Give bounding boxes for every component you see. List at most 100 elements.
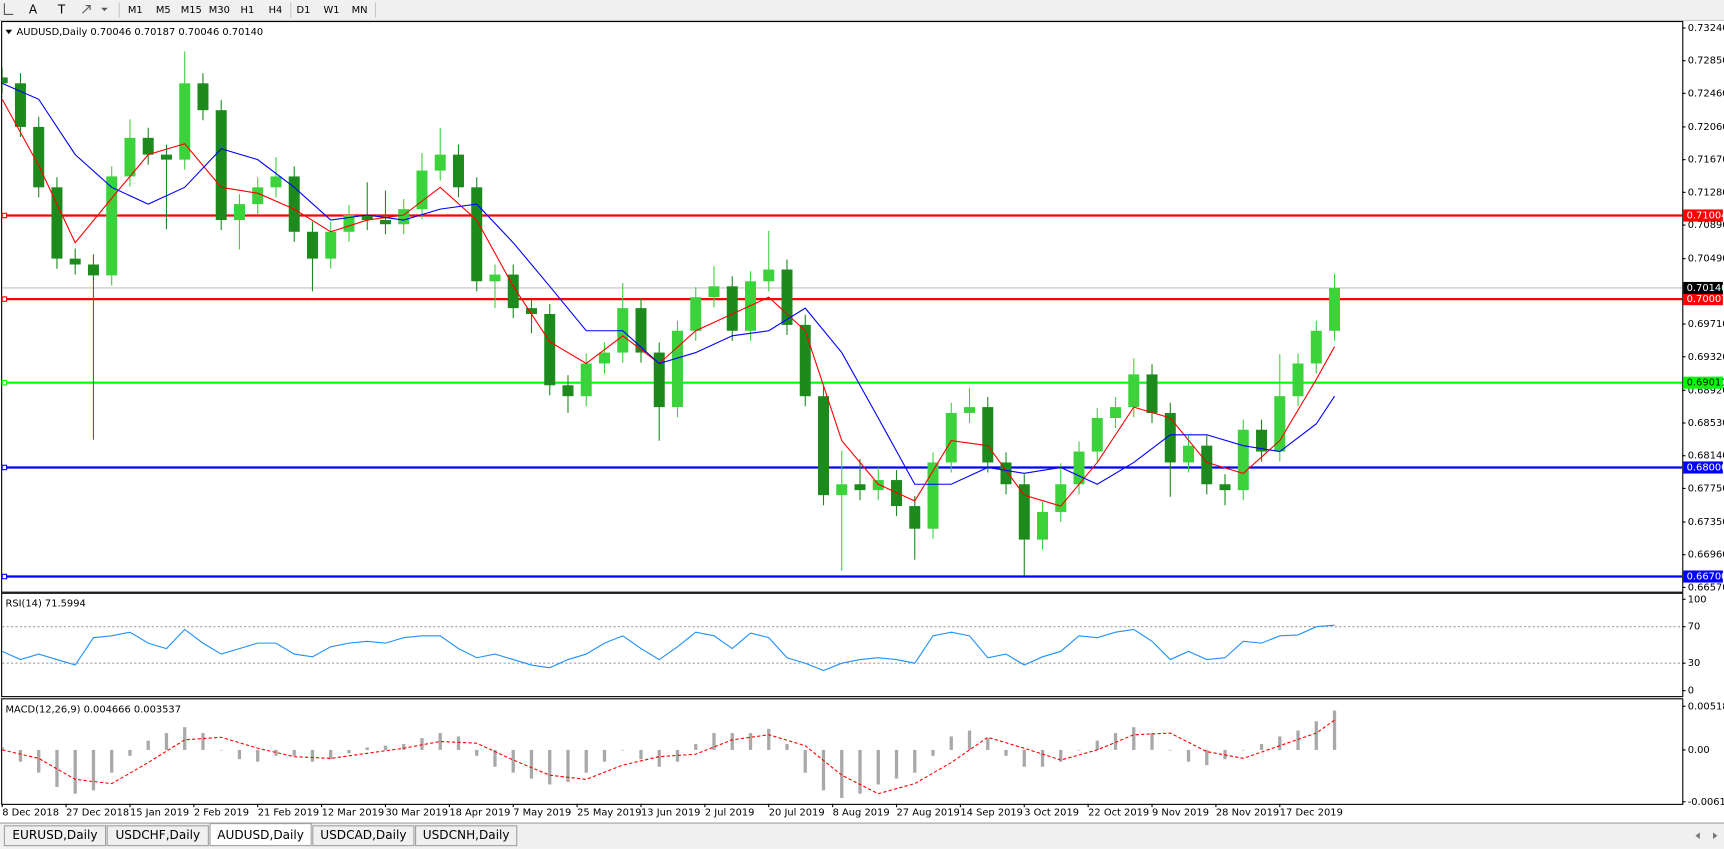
macd-bar <box>584 749 588 773</box>
timeframe-button[interactable]: W1 <box>323 5 339 16</box>
timeframe-button[interactable]: M1 <box>128 5 143 16</box>
tab-label[interactable]: EURUSD,Daily <box>12 828 97 842</box>
tab[interactable] <box>209 823 312 847</box>
candle-body <box>598 352 610 364</box>
x-tick-label: 8 Dec 2018 <box>2 808 59 819</box>
tool-button[interactable]: A <box>29 2 38 16</box>
x-tick-label: 21 Feb 2019 <box>258 808 319 819</box>
level-handle[interactable] <box>1 296 8 302</box>
candle-body <box>325 231 337 259</box>
candle-body <box>872 480 884 491</box>
candle-body <box>361 215 373 221</box>
candle-body <box>1000 462 1012 485</box>
timeframe-button[interactable]: D1 <box>297 5 311 16</box>
macd-bar <box>986 738 990 750</box>
candle-body <box>507 274 519 309</box>
macd-bar <box>602 749 607 762</box>
panel-title: AUDUSD,Daily 0.70046 0.70187 0.70046 0.7… <box>16 27 263 38</box>
macd-bar <box>128 749 132 756</box>
price-label: 0.69011 <box>1687 378 1724 389</box>
macd-bar <box>1278 736 1282 750</box>
candle-body <box>1128 374 1140 408</box>
timeframe-button[interactable]: H1 <box>241 5 255 16</box>
macd-bar <box>712 733 716 750</box>
candle-body <box>434 154 446 171</box>
candle-body <box>818 396 829 496</box>
macd-bar <box>1077 749 1081 751</box>
tab-label[interactable]: USDCAD,Daily <box>320 828 406 842</box>
macd-bar <box>1095 740 1099 750</box>
macd-bar <box>1296 730 1300 750</box>
candle-body <box>233 204 245 221</box>
macd-bar <box>201 733 205 750</box>
macd-bar <box>949 736 953 750</box>
x-tick-label: 27 Dec 2018 <box>66 808 129 819</box>
macd-bar <box>2 747 4 750</box>
level-handle[interactable] <box>1 212 8 219</box>
macd-bar <box>183 727 187 750</box>
x-tick-label: 30 Mar 2019 <box>385 808 448 819</box>
macd-bar <box>967 730 972 750</box>
timeframe-button[interactable]: M5 <box>156 5 171 16</box>
macd-bar <box>475 749 479 756</box>
price-label: 0.66700 <box>1687 572 1724 583</box>
price-label-box <box>1683 376 1723 389</box>
panel-title: MACD(12,26,9) 0.004666 0.003537 <box>5 704 181 715</box>
macd-bar <box>931 749 935 756</box>
crosshair-icon[interactable] <box>3 3 14 15</box>
timeframe-button[interactable]: M15 <box>181 5 202 16</box>
candle-body <box>69 258 81 265</box>
x-tick-label: 9 Nov 2019 <box>1152 808 1209 819</box>
level-handle[interactable] <box>1 573 8 580</box>
macd-bar <box>219 749 223 751</box>
candle-body <box>343 215 355 232</box>
price-label: 0.70140 <box>1687 283 1724 294</box>
dropdown-icon[interactable] <box>101 7 108 12</box>
macd-bar <box>730 733 734 750</box>
macd-bar <box>1132 727 1136 750</box>
tab-label[interactable]: AUDUSD,Daily <box>217 828 304 842</box>
tab-label[interactable]: USDCHF,Daily <box>115 828 200 842</box>
tool-button[interactable]: T <box>57 2 66 16</box>
toolbar-bg <box>0 0 1724 20</box>
level-handle[interactable] <box>1 464 8 471</box>
x-tick-label: 14 Sep 2019 <box>960 808 1023 819</box>
candle-body <box>1292 363 1304 397</box>
candle-body <box>836 484 848 496</box>
timeframe-button[interactable]: H4 <box>269 5 283 16</box>
candle-body <box>416 170 428 210</box>
tab-scroll-arrows[interactable] <box>1695 832 1718 840</box>
macd-bar <box>1241 749 1245 751</box>
candle-body <box>726 286 738 331</box>
tab[interactable] <box>312 825 415 847</box>
candle-body <box>562 385 574 397</box>
level-handle[interactable] <box>1 379 8 386</box>
arrows-icon[interactable] <box>82 5 91 14</box>
macd-bar <box>1059 749 1063 762</box>
tab[interactable] <box>3 825 107 847</box>
candle-body <box>270 176 282 188</box>
tab[interactable] <box>106 825 209 847</box>
x-tick-label: 2 Jul 2019 <box>705 808 755 819</box>
timeframe-button[interactable]: MN <box>352 5 368 16</box>
macd-bar <box>292 749 296 756</box>
candle-body <box>1110 407 1122 418</box>
candle-body <box>1329 287 1341 331</box>
tab-label[interactable]: USDCNH,Daily <box>423 828 510 842</box>
tab[interactable] <box>415 825 518 847</box>
macd-bar <box>1259 744 1264 750</box>
x-tick-label: 27 Aug 2019 <box>897 808 960 819</box>
candle-body <box>1018 484 1030 540</box>
macd-bar <box>511 749 515 773</box>
y-tick-label: 0.00 <box>1688 745 1710 756</box>
panel: 0.005181 0.00 -0.006157 MACD(12,26,9) 0.004… <box>1 698 1724 819</box>
timeframe-button[interactable]: M30 <box>209 5 230 16</box>
collapse-icon[interactable] <box>5 29 13 35</box>
x-tick-label: 13 Jun 2019 <box>641 808 700 819</box>
